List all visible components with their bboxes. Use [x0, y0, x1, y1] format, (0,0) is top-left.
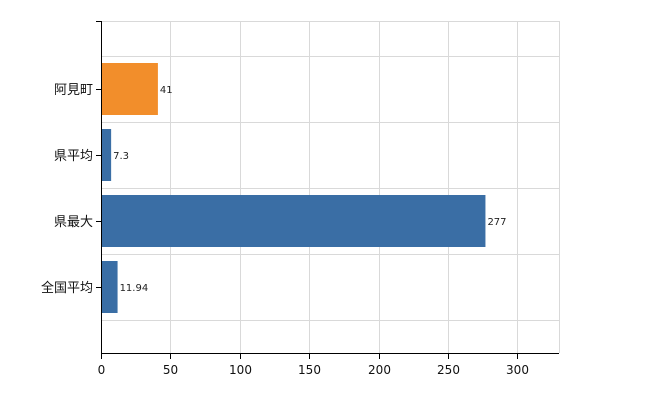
bar-3 — [101, 261, 118, 313]
data-label-2: 277 — [487, 217, 506, 228]
category-label-2: 県最大 — [54, 215, 93, 230]
grid-lines — [101, 21, 560, 353]
x-tick-label-0: 0 — [98, 363, 106, 377]
x-tick-label-50: 50 — [163, 363, 178, 377]
x-tick-label-300: 300 — [506, 363, 529, 377]
data-label-1: 7.3 — [113, 151, 129, 162]
data-label-3: 11.94 — [120, 283, 149, 294]
x-tick-label-250: 250 — [437, 363, 460, 377]
axes — [96, 21, 559, 359]
bar-1 — [101, 129, 112, 181]
labels: 41 阿見町 7.3 県平均 277 県最大 11.94 全国平均 0 50 100 150 200 25… — [41, 83, 529, 377]
category-label-0: 阿見町 — [54, 83, 93, 98]
x-tick-label-100: 100 — [229, 363, 252, 377]
bars — [101, 63, 486, 313]
category-label-1: 県平均 — [54, 149, 93, 164]
x-tick-label-200: 200 — [368, 363, 391, 377]
bar-0 — [101, 63, 158, 115]
category-label-3: 全国平均 — [41, 280, 93, 296]
x-tick-label-150: 150 — [298, 363, 321, 377]
bar-2 — [101, 195, 486, 247]
data-label-0: 41 — [160, 85, 173, 96]
